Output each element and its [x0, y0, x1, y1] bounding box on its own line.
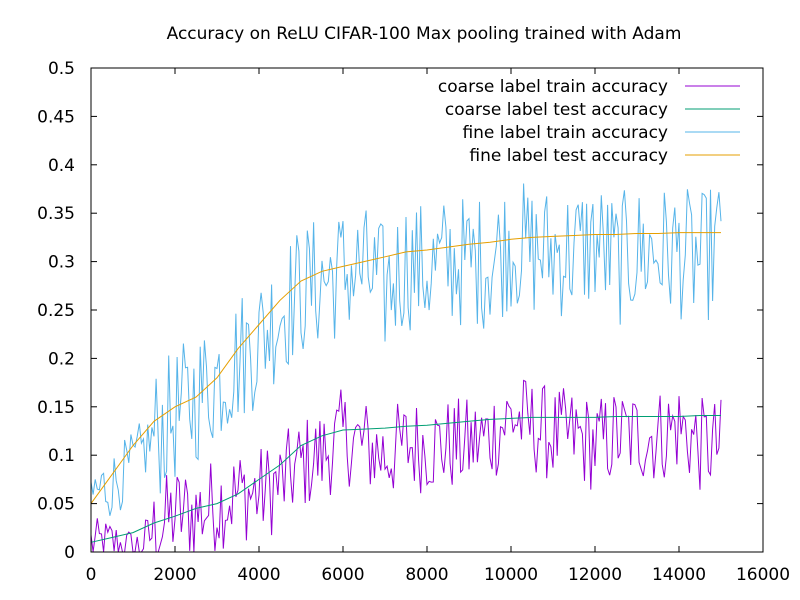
y-tick-label: 0.5: [48, 59, 75, 79]
series-layer: [90, 183, 722, 553]
legend: coarse label train accuracy coarse label …: [438, 77, 740, 166]
y-tick-label: 0.45: [37, 107, 75, 127]
y-tick-label: 0.05: [37, 495, 75, 515]
x-tick-label: 2000: [153, 565, 196, 585]
x-tick-label: 16000: [736, 565, 790, 585]
y-tick-label: 0: [64, 543, 75, 563]
y-tick-label: 0.3: [48, 253, 75, 273]
x-tick-label: 10000: [484, 565, 538, 585]
y-tick-label: 0.4: [48, 156, 75, 176]
x-tick-label: 8000: [405, 565, 448, 585]
legend-label: fine label train accuracy: [462, 123, 668, 143]
y-tick-label: 0.25: [37, 301, 75, 321]
series-line-4: [90, 232, 721, 504]
series-line-3: [90, 183, 722, 516]
x-tick-label: 14000: [652, 565, 706, 585]
legend-label: fine label test accuracy: [469, 146, 668, 166]
x-tick-label: 0: [86, 565, 97, 585]
series-line-1: [90, 379, 722, 553]
series-line-2: [90, 415, 721, 543]
legend-label: coarse label test accuracy: [445, 100, 668, 120]
axes-layer: 0 2000 4000 6000 8000 10000 12000 14000 16000 0 0.…: [37, 59, 790, 585]
y-tick-label: 0.1: [48, 446, 75, 466]
chart-title: Accuracy on ReLU CIFAR-100 Max pooling t…: [167, 24, 682, 44]
x-tick-label: 12000: [568, 565, 622, 585]
y-tick-label: 0.15: [37, 398, 75, 418]
x-tick-label: 6000: [321, 565, 364, 585]
y-tick-label: 0.35: [37, 204, 75, 224]
y-tick-label: 0.2: [48, 349, 75, 369]
legend-label: coarse label train accuracy: [438, 77, 668, 97]
x-tick-label: 4000: [237, 565, 280, 585]
